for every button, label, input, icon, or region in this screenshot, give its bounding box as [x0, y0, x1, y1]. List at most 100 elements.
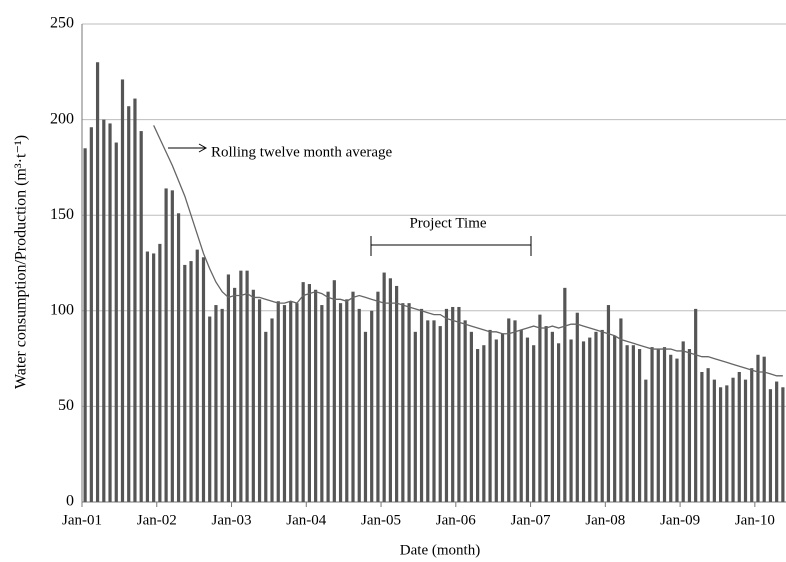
bar	[581, 341, 586, 502]
bar	[588, 337, 592, 502]
bar	[395, 285, 399, 502]
bar	[669, 354, 673, 502]
bar	[102, 119, 106, 502]
bar	[482, 345, 486, 502]
bar	[332, 280, 336, 502]
x-tick-label: Jan-10	[735, 512, 775, 528]
bar	[114, 142, 118, 502]
bar	[444, 308, 449, 502]
bar	[345, 299, 349, 502]
bar	[370, 310, 374, 502]
bar	[419, 308, 424, 502]
bar	[644, 379, 648, 502]
bar	[662, 347, 667, 502]
bar	[650, 347, 654, 502]
bar	[768, 389, 773, 502]
bar	[538, 314, 542, 502]
bar	[519, 329, 523, 502]
bar	[762, 356, 766, 502]
bar	[127, 106, 131, 502]
y-tick-label: 250	[50, 15, 74, 32]
bar	[426, 320, 430, 502]
x-tick-label: Jan-03	[212, 512, 252, 528]
bar	[438, 326, 442, 502]
x-tick-label: Jan-06	[436, 512, 476, 528]
bar	[257, 299, 262, 502]
bar	[289, 301, 293, 502]
bar	[432, 320, 436, 502]
bar	[775, 381, 779, 502]
x-tick-label: Jan-09	[660, 512, 700, 528]
bar	[251, 289, 255, 502]
bar	[494, 339, 498, 502]
bar	[338, 303, 343, 502]
y-tick-label: 150	[50, 206, 74, 223]
bar	[363, 331, 368, 502]
bar	[550, 331, 554, 502]
x-tick-label: Jan-07	[511, 512, 551, 528]
bar	[600, 329, 604, 502]
bar	[357, 308, 361, 502]
bar	[476, 349, 480, 502]
x-tick-label: Jan-02	[137, 512, 177, 528]
annotation: Project Time	[409, 215, 486, 231]
bar	[326, 291, 330, 502]
annotation: Rolling twelve month average	[211, 144, 393, 160]
bar	[532, 345, 536, 502]
bar	[276, 301, 280, 502]
bar	[631, 345, 635, 502]
bar	[226, 274, 231, 502]
bar	[700, 371, 704, 502]
bar	[606, 305, 611, 502]
bar	[388, 278, 392, 502]
bar	[239, 270, 243, 502]
bar	[743, 379, 748, 502]
bar	[89, 127, 93, 503]
bar	[500, 333, 505, 502]
x-tick-label: Jan-04	[286, 512, 326, 528]
y-tick-label: 200	[50, 110, 74, 127]
bar	[619, 318, 623, 502]
bar	[208, 316, 212, 502]
y-axis-label: Water consumption/Production (m³·t⁻¹)	[13, 135, 30, 389]
bar	[158, 243, 162, 502]
bar	[718, 387, 723, 502]
bar	[569, 339, 573, 502]
x-axis-label: Date (month)	[400, 542, 480, 558]
bar	[756, 354, 760, 502]
bar	[513, 320, 517, 502]
bar	[401, 303, 405, 502]
bar	[557, 343, 561, 502]
bar	[195, 249, 199, 502]
x-tick-label: Jan-05	[361, 512, 401, 528]
annotation-arrowhead	[198, 143, 208, 153]
bar	[781, 387, 785, 502]
bar	[189, 261, 193, 502]
bar	[451, 306, 455, 502]
bar	[737, 371, 741, 502]
y-tick-label: 50	[58, 397, 74, 414]
bar	[563, 287, 567, 502]
bar	[351, 291, 355, 502]
y-tick-label: 100	[50, 301, 74, 318]
bar	[376, 291, 380, 502]
bar	[220, 308, 224, 502]
bar	[525, 337, 530, 502]
bar	[133, 98, 137, 503]
bar	[413, 331, 417, 502]
bar	[750, 368, 754, 502]
bar	[264, 331, 268, 502]
x-tick-label: Jan-08	[585, 512, 625, 528]
bar	[176, 213, 181, 502]
bar	[407, 303, 411, 502]
bar	[675, 358, 679, 502]
bar	[245, 270, 249, 502]
bar	[320, 305, 324, 502]
bar	[152, 253, 156, 502]
bar	[301, 282, 305, 502]
bar	[613, 335, 617, 502]
bar	[706, 368, 710, 502]
line	[153, 125, 783, 377]
bar	[544, 326, 548, 502]
